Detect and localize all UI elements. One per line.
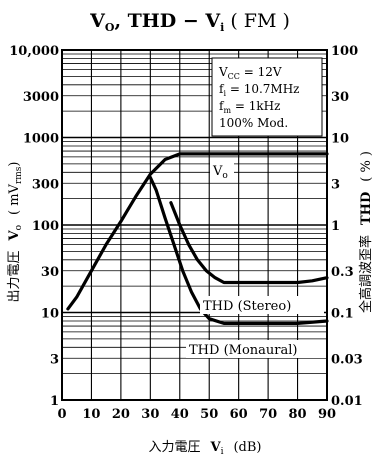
- y-left-tick-label: 100: [32, 219, 59, 234]
- y-right-tick-label: 0.3: [331, 265, 354, 280]
- ticks: 0 10 20 30 40 50 60 70 80 90 10,000 3000 1000 300 100 3…: [9, 44, 362, 422]
- axes: [61, 49, 328, 401]
- y-right-tick-label: 3: [331, 177, 340, 192]
- series-label-thd-stereo: THD (Stereo): [203, 299, 291, 314]
- y-left-tick-label: 1: [50, 394, 59, 409]
- x-tick-label: 90: [318, 407, 336, 422]
- x-tick-label: 20: [112, 407, 130, 422]
- x-tick-label: 50: [200, 407, 218, 422]
- x-axis-title: 入力電圧 Vi (dB): [148, 440, 261, 457]
- y-left-tick-label: 1000: [23, 132, 59, 147]
- y-right-tick-label: 0.1: [331, 307, 354, 322]
- y-left-tick-label: 10: [41, 307, 59, 322]
- condition-line: fi = 10.7MHz: [219, 82, 300, 98]
- series-label-vo: Vo: [212, 164, 228, 181]
- y-right-tick-label: 100: [331, 44, 358, 59]
- x-tick-label: 80: [289, 407, 307, 422]
- series-line-1: [169, 201, 329, 285]
- y-right-tick-label: 0.03: [331, 352, 363, 367]
- plot-frame: [61, 49, 328, 401]
- y-right-tick-label: 30: [331, 90, 349, 105]
- y-axis-left-title: 出力電圧Vo( mVrms): [7, 162, 24, 303]
- y-axis-right-title: 全高調波歪率THD( % ): [358, 151, 374, 313]
- x-tick-label: 30: [141, 407, 159, 422]
- y-right-tick-label: 10: [331, 132, 349, 147]
- y-right-tick-label: 1: [331, 219, 340, 234]
- x-tick-label: 60: [230, 407, 248, 422]
- conditions-box: [211, 57, 323, 137]
- series-label-thd-monaural: THD (Monaural): [189, 343, 297, 358]
- vo-label-bg: [210, 160, 234, 180]
- y-left-tick-label: 3000: [23, 90, 59, 105]
- y-left-tick-label: 10,000: [9, 44, 59, 59]
- chart-title: VO, THD − Vi ( FM ): [89, 10, 290, 34]
- condition-line: fm = 1kHz: [219, 99, 280, 115]
- stereo-label-bg: [200, 296, 324, 314]
- y-left-tick-label: 300: [32, 177, 59, 192]
- series-line-0: [66, 152, 329, 311]
- condition-line: 100% Mod.: [219, 116, 288, 130]
- y-right-tick-label: 0.01: [331, 394, 363, 409]
- x-tick-label: 10: [82, 407, 100, 422]
- x-tick-label: 40: [171, 407, 189, 422]
- x-tick-label: 70: [259, 407, 277, 422]
- monaural-label-bg: [186, 340, 326, 358]
- y-left-tick-label: 3: [50, 352, 59, 367]
- y-left-tick-label: 30: [41, 265, 59, 280]
- condition-line: VCC = 12V: [218, 65, 282, 81]
- x-tick-label: 0: [57, 407, 66, 422]
